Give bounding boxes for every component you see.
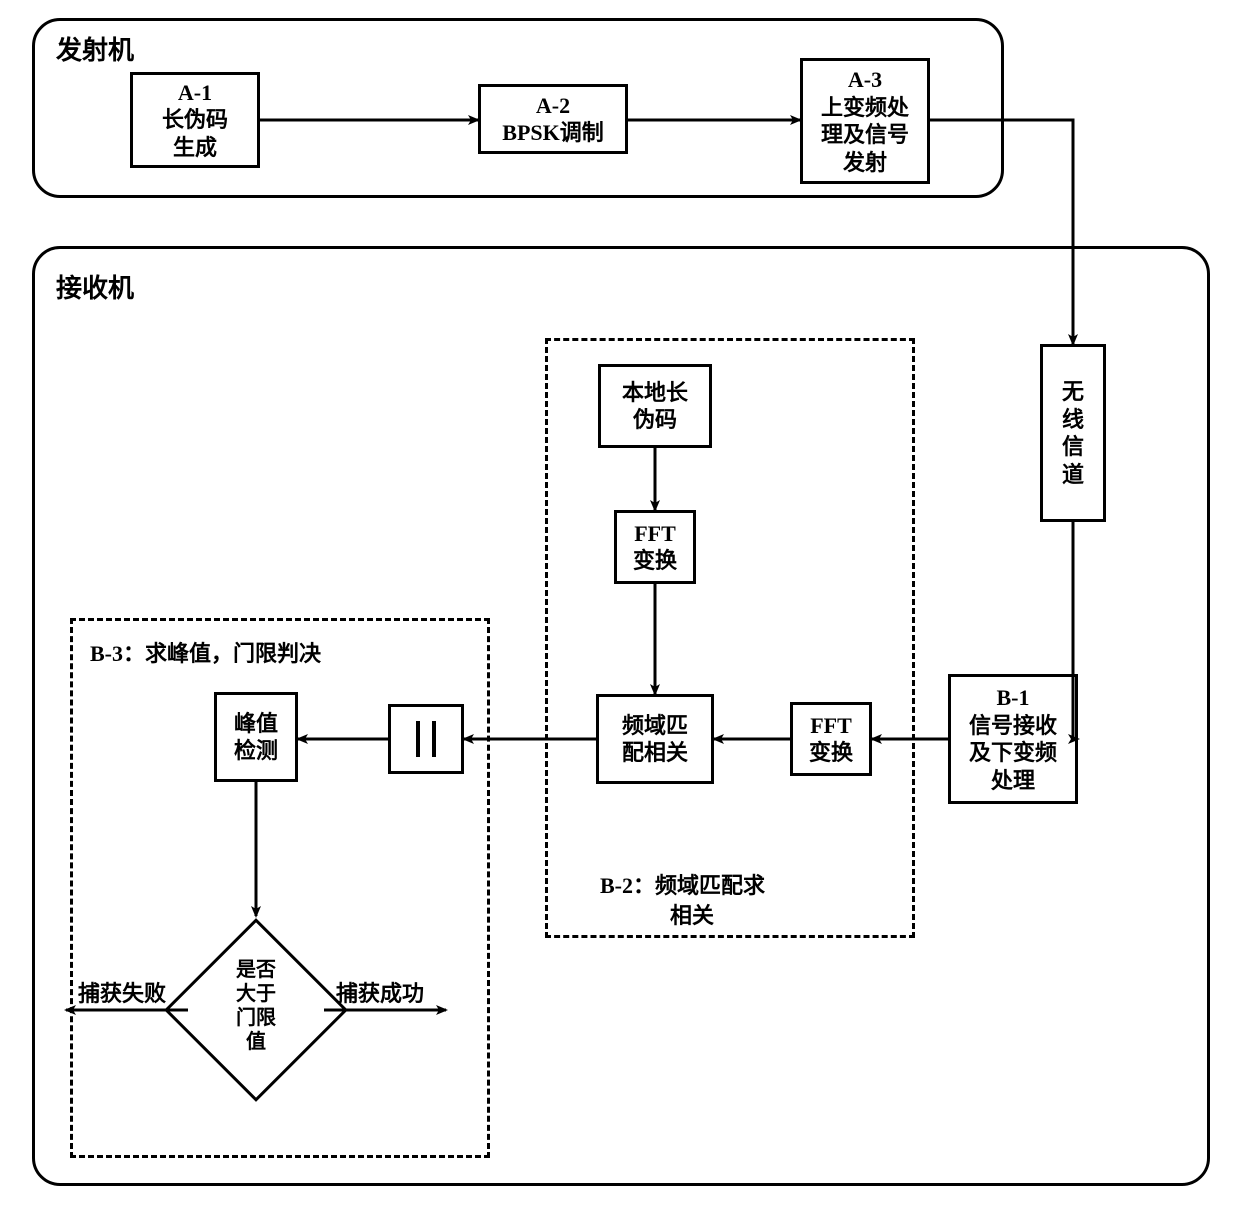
node-a2: A-2 BPSK调制 xyxy=(478,84,628,154)
b2-title-line2: 相关 xyxy=(670,898,714,930)
node-abs xyxy=(388,704,464,774)
node-a2-line0: A-2 xyxy=(536,92,570,120)
node-a1-line0: A-1 xyxy=(178,79,212,107)
node-a3-line0: A-3 xyxy=(848,66,882,94)
node-freq-corr-line1: 配相关 xyxy=(622,739,688,767)
node-wireless-line2: 信 xyxy=(1062,433,1084,461)
node-a2-line1: BPSK调制 xyxy=(502,119,603,147)
node-local-pn-line0: 本地长 xyxy=(622,379,688,407)
node-a1-line1: 长伪码 xyxy=(162,106,228,134)
node-a1: A-1 长伪码 生成 xyxy=(130,72,260,168)
node-fft-top: FFT 变换 xyxy=(614,510,696,584)
node-a3: A-3 上变频处 理及信号 发射 xyxy=(800,58,930,184)
abs-symbol-icon xyxy=(406,717,446,761)
node-wireless-line3: 道 xyxy=(1062,461,1084,489)
node-b1-line0: B-1 xyxy=(997,684,1030,712)
b3-title: B-3：求峰值，门限判决 xyxy=(90,636,321,668)
node-fft-right: FFT 变换 xyxy=(790,702,872,776)
node-wireless-line0: 无 xyxy=(1062,378,1084,406)
node-local-pn: 本地长 伪码 xyxy=(598,364,712,448)
node-fft-right-line0: FFT xyxy=(810,712,852,740)
node-b1-line2: 及下变频 xyxy=(969,739,1057,767)
node-a1-line2: 生成 xyxy=(173,134,217,162)
label-capture-fail: 捕获失败 xyxy=(78,976,166,1008)
node-wireless-line1: 线 xyxy=(1062,406,1084,434)
node-b1-line3: 处理 xyxy=(991,767,1035,795)
node-fft-top-line1: 变换 xyxy=(633,547,677,575)
node-local-pn-line1: 伪码 xyxy=(633,406,677,434)
node-a3-line3: 发射 xyxy=(843,149,887,177)
node-peak-line0: 峰值 xyxy=(234,710,278,738)
node-b1-line1: 信号接收 xyxy=(969,712,1057,740)
node-a3-line2: 理及信号 xyxy=(821,121,909,149)
node-freq-corr-line0: 频域匹 xyxy=(622,712,688,740)
receiver-title: 接收机 xyxy=(56,268,134,305)
node-fft-right-line1: 变换 xyxy=(809,739,853,767)
b2-title-line1: B-2：频域匹配求 xyxy=(600,868,765,900)
node-a3-line1: 上变频处 xyxy=(821,94,909,122)
node-freq-corr: 频域匹 配相关 xyxy=(596,694,714,784)
label-capture-success: 捕获成功 xyxy=(336,976,424,1008)
node-fft-top-line0: FFT xyxy=(634,520,676,548)
node-wireless-channel: 无 线 信 道 xyxy=(1040,344,1106,522)
node-peak-line1: 检测 xyxy=(234,737,278,765)
node-b1: B-1 信号接收 及下变频 处理 xyxy=(948,674,1078,804)
node-peak-detect: 峰值 检测 xyxy=(214,692,298,782)
transmitter-title: 发射机 xyxy=(56,30,134,67)
